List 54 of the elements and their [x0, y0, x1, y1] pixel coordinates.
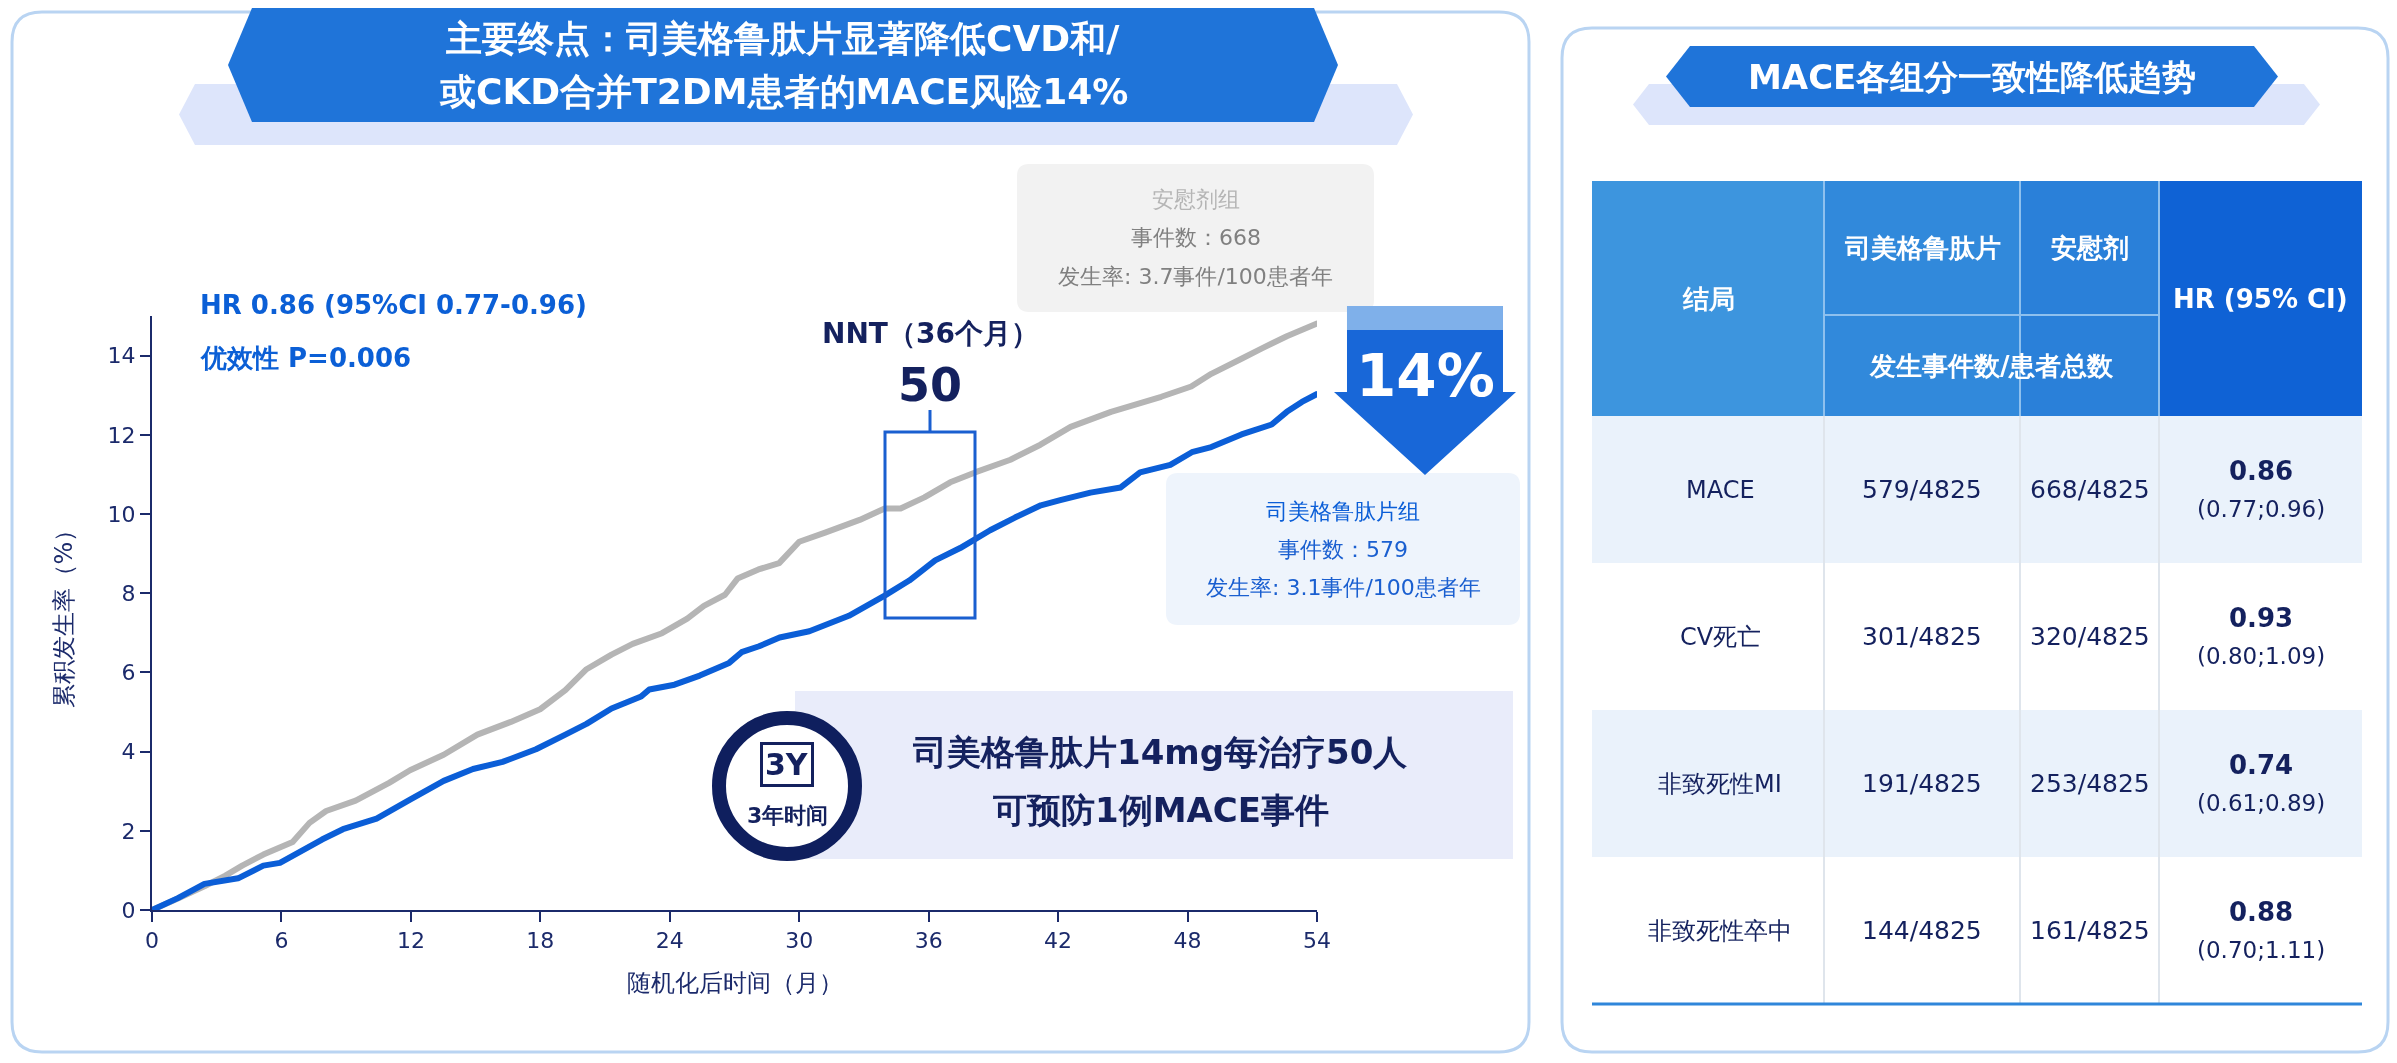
- text: 0.88 (0.70;1.11): [2197, 897, 2326, 963]
- text: 253/4825: [2030, 769, 2150, 798]
- x-tick-label: 36: [914, 928, 943, 954]
- x-tick-label: 12: [396, 928, 425, 954]
- chart-title: 主要终点：司美格鲁肽片显著降低CVD和/ 或CKD合并T2DM患者的MACE风险14%: [439, 18, 1129, 112]
- text: 0.93 (0.80;1.09): [2197, 603, 2326, 669]
- text: MACE各组分一致性降低趋势: [1748, 57, 2197, 97]
- category-label: MACE: [1686, 476, 1755, 504]
- text: 161/4825: [2030, 916, 2150, 945]
- category-label: HR (95% CI): [2173, 284, 2348, 314]
- x-tick-label: 0: [145, 928, 159, 954]
- text: 301/4825: [1862, 622, 1982, 651]
- category-label: CV死亡: [1680, 623, 1762, 651]
- text: 0.74 (0.61;0.89): [2197, 750, 2326, 816]
- x-tick-label: 54: [1303, 928, 1331, 954]
- y-tick-label: 14: [107, 343, 136, 369]
- y-tick-label: 6: [121, 660, 136, 686]
- category-label: 司美格鲁肽片: [1844, 233, 2001, 263]
- text: 司美格鲁肽片组: [1266, 499, 1420, 524]
- annotation: 事件数：579 发生率: 3.1事件/100患者年: [1206, 537, 1481, 600]
- y-tick-label: 12: [107, 422, 136, 448]
- text: 发生事件数/患者总数: [1869, 351, 2115, 381]
- text: 579/4825: [1862, 475, 1982, 504]
- text: 安慰剂组: [1152, 187, 1240, 212]
- x-tick-label: 24: [655, 928, 684, 954]
- annotation: 可预防1例MACE事件: [992, 790, 1329, 830]
- y-tick-label: 2: [121, 818, 136, 844]
- y-tick-label: 4: [121, 739, 136, 765]
- annotation: NNT（36个月） 50: [822, 317, 1039, 412]
- y-tick-label: 8: [121, 580, 136, 606]
- y-tick-label: 10: [107, 501, 136, 527]
- y-axis-title: 累积发生率（%）: [50, 517, 79, 709]
- text: 事件数：668 发生率: 3.7事件/100患者年: [1058, 225, 1333, 289]
- annotation: 3Y: [765, 747, 809, 782]
- text: 191/4825: [1862, 769, 1982, 798]
- x-tick-label: 42: [1044, 928, 1073, 954]
- annotation: 3年时间: [747, 803, 829, 828]
- x-tick-label: 18: [526, 928, 555, 954]
- text: 668/4825: [2030, 475, 2150, 504]
- x-axis-title: 随机化后时间（月）: [626, 969, 843, 998]
- y-tick-label: 0: [121, 897, 136, 923]
- annotation: 司美格鲁肽片14mg每治疗50人: [912, 732, 1409, 772]
- annotation: HR 0.86 (95%CI 0.77-0.96) 优效性 P=0.006: [200, 290, 587, 373]
- x-tick-label: 48: [1173, 928, 1202, 954]
- x-tick-label: 30: [785, 928, 814, 954]
- x-tick-label: 6: [274, 928, 289, 954]
- category-label: 非致死性MI: [1658, 770, 1782, 798]
- text: 0.86 (0.77;0.96): [2197, 456, 2326, 522]
- category-label: 非致死性卒中: [1648, 917, 1792, 945]
- text: 144/4825: [1862, 916, 1982, 945]
- text: 320/4825: [2030, 622, 2150, 651]
- text: 14%: [1356, 342, 1495, 410]
- category-label: 结局: [1682, 284, 1735, 314]
- category-label: 安慰剂: [2051, 233, 2129, 263]
